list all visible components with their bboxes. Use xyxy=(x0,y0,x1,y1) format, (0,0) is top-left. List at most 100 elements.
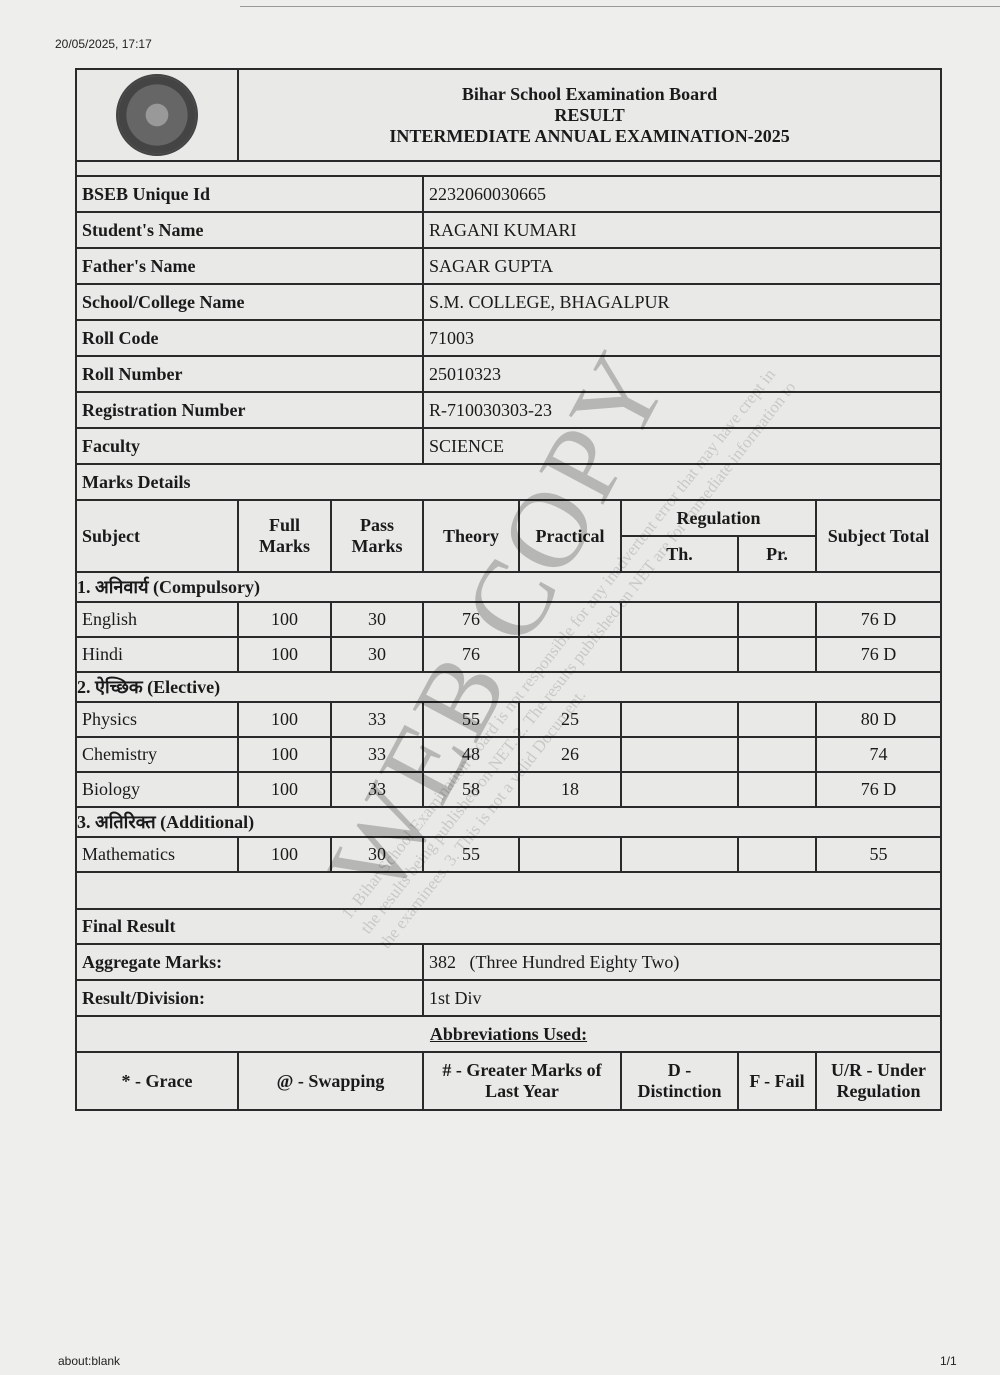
info-label: Roll Number xyxy=(75,355,424,393)
subject-practical xyxy=(518,836,622,873)
subject-name: Chemistry xyxy=(75,736,239,773)
result-table: Bihar School Examination Board RESULT IN… xyxy=(74,68,943,1111)
subject-pr xyxy=(737,636,817,673)
section-row: 3. अतिरिक्त (Additional) xyxy=(74,806,943,838)
info-row: School/College Name S.M. COLLEGE, BHAGALP… xyxy=(75,283,943,321)
subject-pr xyxy=(737,736,817,773)
exam-name: INTERMEDIATE ANNUAL EXAMINATION-2025 xyxy=(389,125,790,146)
subject-name: Physics xyxy=(75,701,239,738)
col-regulation: Regulation xyxy=(620,499,817,537)
subject-th xyxy=(620,836,739,873)
blank-row xyxy=(74,871,943,910)
col-theory: Theory xyxy=(422,499,520,573)
info-row: Father's Name SAGAR GUPTA xyxy=(75,247,943,285)
subject-total: 76 D xyxy=(814,771,943,808)
abbreviations-title: Abbreviations Used: xyxy=(74,1015,943,1053)
subject-name: English xyxy=(75,601,239,638)
info-label: Student's Name xyxy=(75,211,424,249)
subject-th xyxy=(620,701,739,738)
section-title: 3. अतिरिक्त (Additional) xyxy=(74,806,943,838)
subject-practical: 26 xyxy=(518,736,622,773)
info-row: Roll Number 25010323 xyxy=(75,355,943,393)
info-label: BSEB Unique Id xyxy=(75,175,424,213)
info-value: SAGAR GUPTA xyxy=(421,247,943,285)
abbr-distinction: D - Distinction xyxy=(620,1051,739,1111)
info-value: 71003 xyxy=(421,319,943,357)
subject-name: Hindi xyxy=(75,636,239,673)
info-label: School/College Name xyxy=(75,283,424,321)
subject-full: 100 xyxy=(237,636,332,673)
subject-practical xyxy=(518,636,622,673)
subject-pr xyxy=(737,601,817,638)
board-name: Bihar School Examination Board xyxy=(461,83,718,104)
info-label: Registration Number xyxy=(75,391,424,429)
subject-theory: 48 xyxy=(422,736,520,773)
subject-total: 76 D xyxy=(814,636,943,673)
marks-subheader-row: Th. Pr. xyxy=(76,535,941,573)
subject-th xyxy=(620,601,739,638)
aggregate-row: Aggregate Marks: 382 (Three Hundred Eigh… xyxy=(75,943,943,981)
abbr-fail: F - Fail xyxy=(737,1051,817,1111)
header-title: Bihar School Examination Board RESULT IN… xyxy=(236,68,943,162)
print-timestamp: 20/05/2025, 17:17 xyxy=(55,37,152,51)
section-title: 1. अनिवार्य (Compulsory) xyxy=(74,571,943,603)
subject-pass: 33 xyxy=(330,701,424,738)
marks-details-title: Marks Details xyxy=(74,463,943,501)
subject-th xyxy=(620,636,739,673)
bseb-seal-logo xyxy=(116,74,198,156)
subject-th xyxy=(620,771,739,808)
col-regulation-th: Th. xyxy=(620,535,739,573)
subject-pr xyxy=(737,701,817,738)
info-label: Faculty xyxy=(75,427,424,465)
subject-pass: 33 xyxy=(330,736,424,773)
col-subject: Subject xyxy=(75,499,239,573)
marks-details-row: Marks Details xyxy=(74,463,943,501)
page-count: 1/1 xyxy=(940,1354,957,1368)
info-value: R-710030303-23 xyxy=(421,391,943,429)
abbreviations-title-row: Abbreviations Used: xyxy=(74,1015,943,1053)
subject-theory: 76 xyxy=(422,636,520,673)
info-value: RAGANI KUMARI xyxy=(421,211,943,249)
subject-total: 74 xyxy=(814,736,943,773)
info-value: S.M. COLLEGE, BHAGALPUR xyxy=(421,283,943,321)
subject-full: 100 xyxy=(237,736,332,773)
subject-practical: 25 xyxy=(518,701,622,738)
subject-theory: 58 xyxy=(422,771,520,808)
aggregate-words: (Three Hundred Eighty Two) xyxy=(469,951,680,972)
subject-pass: 30 xyxy=(330,636,424,673)
subject-pass: 30 xyxy=(330,836,424,873)
subject-pass: 30 xyxy=(330,601,424,638)
subject-row: Hindi 100 30 76 76 D xyxy=(75,636,943,673)
aggregate-label: Aggregate Marks: xyxy=(75,943,424,981)
marks-header-row: Subject Full Marks Pass Marks Theory Pra… xyxy=(75,499,943,573)
info-value: SCIENCE xyxy=(421,427,943,465)
section-row: 1. अनिवार्य (Compulsory) xyxy=(74,571,943,603)
info-row: Roll Code 71003 xyxy=(75,319,943,357)
logo-cell xyxy=(75,68,239,162)
col-full-marks: Full Marks xyxy=(237,499,332,573)
subject-pr xyxy=(737,771,817,808)
col-practical: Practical xyxy=(518,499,622,573)
page-url: about:blank xyxy=(58,1354,121,1368)
division-value: 1st Div xyxy=(421,979,943,1017)
subject-pass: 33 xyxy=(330,771,424,808)
scan-edge xyxy=(240,6,1000,7)
info-label: Roll Code xyxy=(75,319,424,357)
final-result-row: Final Result xyxy=(74,908,943,945)
subject-row: Mathematics 100 30 55 55 xyxy=(75,836,943,873)
info-value: 25010323 xyxy=(421,355,943,393)
abbr-swapping: @ - Swapping xyxy=(237,1051,424,1111)
subject-theory: 76 xyxy=(422,601,520,638)
section-row: 2. ऐच्छिक (Elective) xyxy=(74,671,943,703)
subject-row: Biology 100 33 58 18 76 D xyxy=(75,771,943,808)
subject-full: 100 xyxy=(237,771,332,808)
subject-pr xyxy=(737,836,817,873)
subject-row: English 100 30 76 76 D xyxy=(75,601,943,638)
subject-row: Physics 100 33 55 25 80 D xyxy=(75,701,943,738)
subject-practical: 18 xyxy=(518,771,622,808)
division-label: Result/Division: xyxy=(75,979,424,1017)
col-regulation-pr: Pr. xyxy=(737,535,817,573)
info-value: 2232060030665 xyxy=(421,175,943,213)
abbreviations-row: * - Grace @ - Swapping # - Greater Marks… xyxy=(75,1051,943,1111)
subject-total: 55 xyxy=(814,836,943,873)
